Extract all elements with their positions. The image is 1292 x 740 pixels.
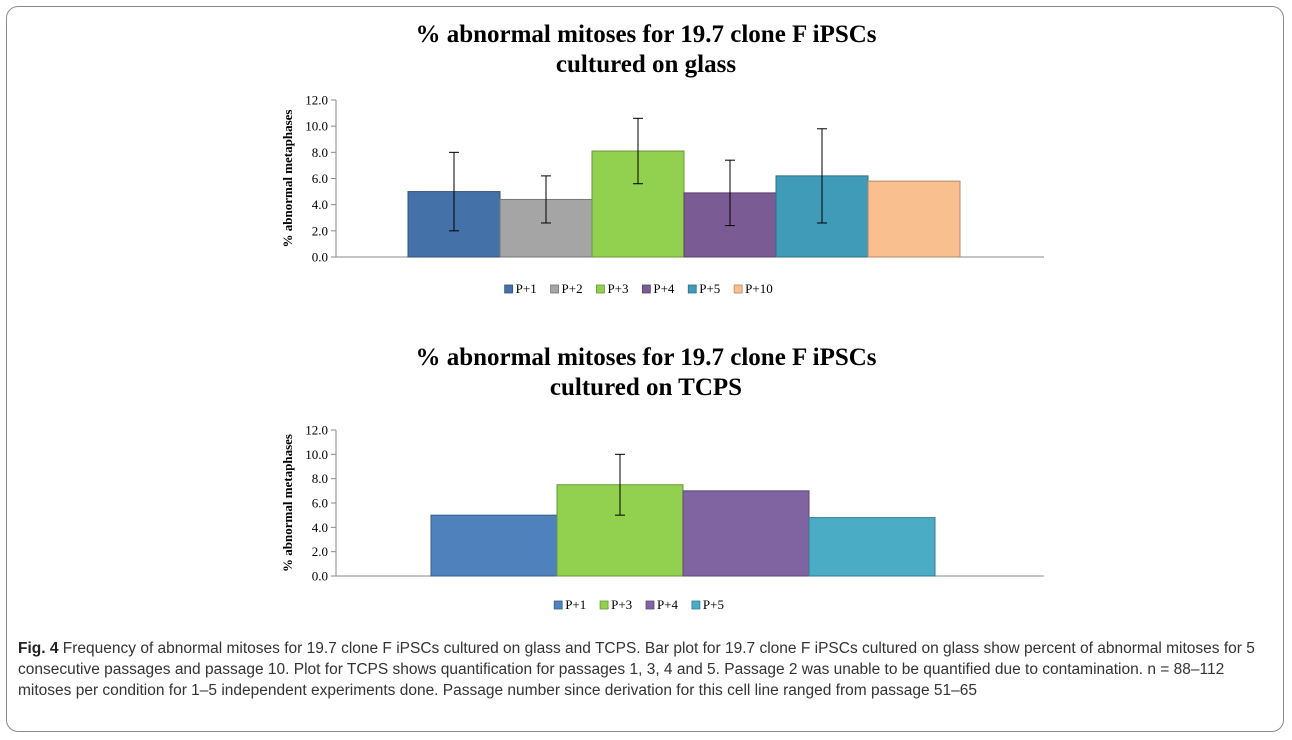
y-tick-label: 10.0 [305, 119, 328, 134]
bar-p-plus-1 [430, 514, 558, 577]
legend-swatch [550, 284, 559, 294]
bar-p-plus-4 [682, 490, 810, 577]
legend-label: P+1 [565, 597, 586, 612]
legend-swatch [641, 284, 651, 294]
caption-text: Frequency of abnormal mitoses for 19.7 c… [18, 640, 1255, 699]
legend-label: P+3 [607, 281, 628, 296]
y-tick-label: 2.0 [312, 223, 328, 238]
y-tick-label: 4.0 [312, 197, 328, 212]
figure-label: Fig. 4 [18, 640, 59, 657]
legend-label: P+4 [657, 597, 679, 612]
y-tick-label: 0.0 [312, 250, 328, 265]
y-axis-label: % abnormal metaphases [280, 434, 295, 572]
legend-swatch [504, 284, 514, 294]
legend-swatch [645, 600, 655, 610]
y-tick-label: 8.0 [312, 145, 328, 160]
legend-swatch [553, 600, 563, 610]
y-tick-label: 6.0 [312, 496, 328, 511]
legend-swatch [733, 284, 743, 294]
legend-label: P+10 [745, 281, 773, 296]
legend: P+1 P+3 P+4 P+5 [553, 597, 724, 612]
legend-swatch [599, 600, 609, 610]
y-tick-label: 6.0 [312, 171, 328, 186]
y-tick-label: 12.0 [305, 93, 328, 108]
y-tick-label: 8.0 [312, 471, 328, 486]
y-tick-label: 0.0 [312, 569, 328, 584]
figure-caption: Fig. 4 Frequency of abnormal mitoses for… [18, 638, 1268, 701]
y-tick-label: 10.0 [305, 447, 328, 462]
legend: P+1 P+2 P+3 P+4 P+5 P+10 [504, 281, 773, 296]
legend-label: P+2 [562, 281, 583, 296]
legend-label: P+5 [703, 597, 724, 612]
chart-1-plot: % abnormal metaphases 0.0 2.0 4.0 6.0 8.0 10.0… [280, 93, 1044, 296]
legend-label: P+5 [699, 281, 720, 296]
chart-2-plot: % abnormal metaphases 0.0 2.0 4.0 6.0 8.0 10.0… [280, 423, 1044, 612]
legend-swatch [687, 284, 697, 294]
y-tick-label: 12.0 [305, 423, 328, 438]
legend-label: P+4 [653, 281, 675, 296]
y-tick-label: 2.0 [312, 544, 328, 559]
y-tick-label: 4.0 [312, 520, 328, 535]
legend-swatch [596, 284, 605, 294]
bar-p-plus-10 [867, 180, 961, 258]
legend-label: P+1 [516, 281, 537, 296]
y-axis-label: % abnormal metaphases [280, 110, 295, 248]
figure-frame [6, 6, 1284, 732]
legend-label: P+3 [611, 597, 632, 612]
legend-swatch [691, 600, 701, 610]
bar-p-plus-5 [808, 517, 936, 577]
chart-2-title: % abnormal mitoses for 19.7 clone F iPSC… [415, 344, 877, 401]
chart-1-title: % abnormal mitoses for 19.7 clone F iPSC… [415, 21, 877, 78]
